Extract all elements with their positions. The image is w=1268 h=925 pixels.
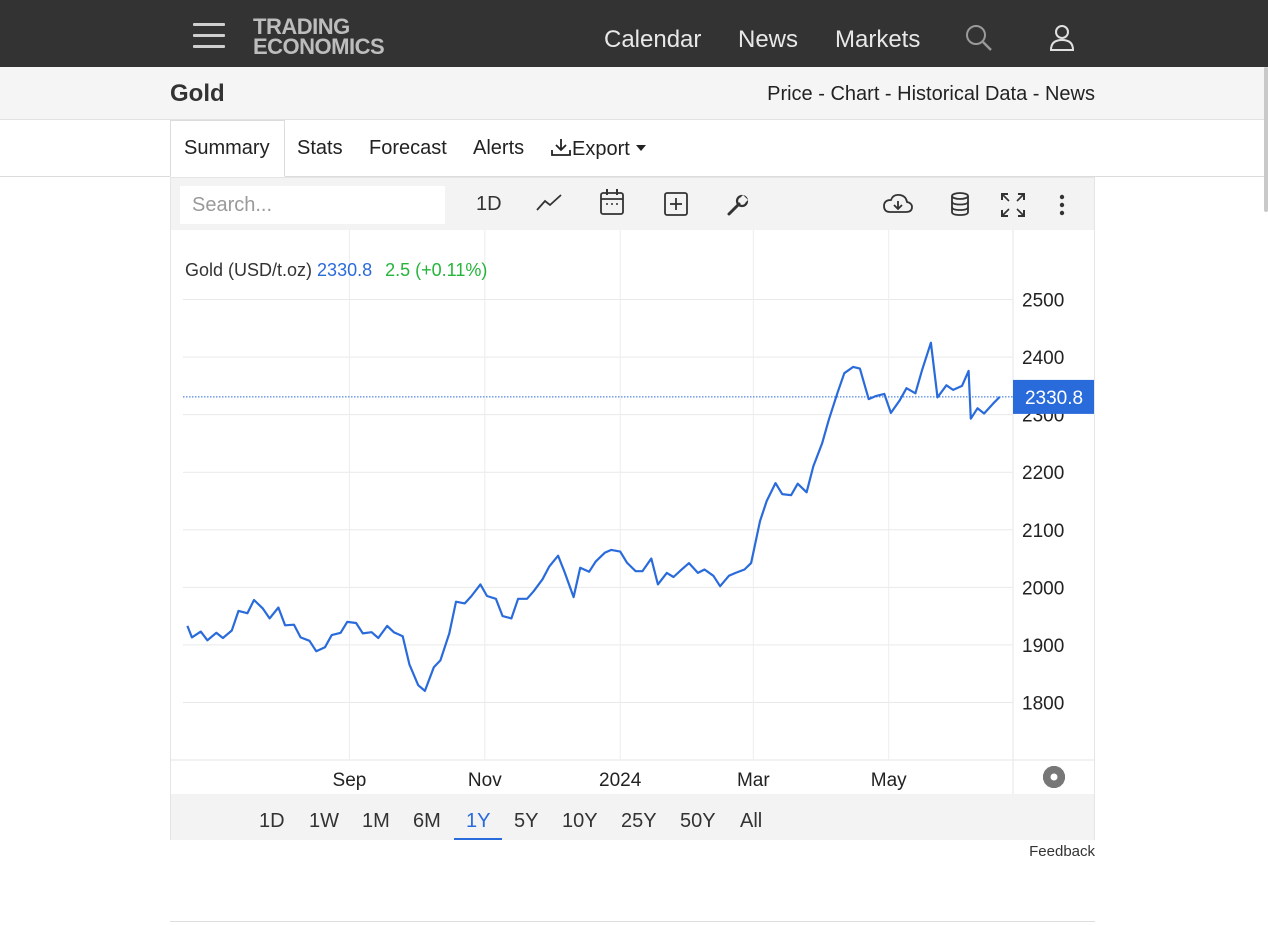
chart-legend: Gold (USD/t.oz) 2330.8 2.5 (+0.11%)	[185, 260, 487, 281]
separator: -	[812, 83, 831, 105]
range-selector: 1D 1W 1M 6M 1Y 5Y 10Y 25Y 50Y All	[171, 794, 1094, 840]
search-input[interactable]	[180, 186, 445, 224]
y-tick-label: 2100	[1022, 521, 1064, 542]
separator: -	[879, 83, 898, 105]
add-indicator-icon[interactable]	[663, 191, 689, 217]
range-button-1w[interactable]: 1W	[309, 810, 339, 832]
last-value-label: 2330.8	[1025, 388, 1083, 409]
tab-export-label: Export	[572, 138, 630, 160]
scrollbar[interactable]	[1264, 67, 1268, 212]
logo-line1: TRADING	[253, 14, 350, 39]
tab-alerts[interactable]: Alerts	[473, 137, 525, 159]
tab-forecast[interactable]: Forecast	[369, 137, 447, 159]
legend-series-name: Gold (USD/t.oz)	[185, 260, 313, 280]
chart-toolbar: 1D	[171, 178, 1094, 230]
menu-icon[interactable]	[193, 23, 225, 49]
series-line-gold	[186, 341, 1001, 692]
range-button-25y[interactable]: 25Y	[621, 810, 657, 832]
divider	[170, 921, 1095, 922]
tab-export[interactable]: Export	[550, 137, 647, 161]
search-icon[interactable]	[963, 22, 993, 52]
range-button-10y[interactable]: 10Y	[562, 810, 598, 832]
tabs-row: Summary Stats Forecast Alerts Export	[0, 120, 1268, 177]
x-tick-label: May	[871, 770, 907, 791]
calendar-icon[interactable]	[599, 188, 625, 216]
feedback-link[interactable]: Feedback	[1029, 843, 1095, 860]
nav-markets[interactable]: Markets	[835, 26, 921, 53]
range-button-1m[interactable]: 1M	[362, 810, 390, 832]
y-tick-label: 1800	[1022, 693, 1064, 714]
chart-container: 1D	[170, 177, 1095, 840]
range-button-50y[interactable]: 50Y	[680, 810, 716, 832]
legend-change: 2.5 (+0.11%)	[385, 260, 488, 280]
link-news[interactable]: News	[1044, 83, 1095, 105]
sub-header: Gold Price - Chart - Historical Data - N…	[0, 67, 1268, 120]
x-tick-label: Sep	[333, 770, 367, 791]
logo[interactable]: TRADING ECONOMICS	[253, 14, 385, 59]
legend-price: 2330.8	[317, 260, 373, 280]
logo-line2: ECONOMICS	[253, 34, 385, 59]
link-historical-data[interactable]: Historical Data	[897, 83, 1028, 105]
y-tick-label: 1900	[1022, 636, 1064, 657]
active-range-underline	[454, 838, 502, 840]
y-tick-label: 2000	[1022, 578, 1064, 599]
x-tick-label: Mar	[737, 770, 770, 791]
range-button-1d[interactable]: 1D	[259, 810, 285, 832]
tab-summary[interactable]: Summary	[184, 137, 270, 159]
range-button-all[interactable]: All	[740, 810, 763, 832]
user-icon[interactable]	[1047, 22, 1077, 52]
page-title: Gold	[170, 80, 225, 107]
database-icon[interactable]	[949, 191, 971, 217]
caret-down-icon	[636, 145, 647, 151]
nav-calendar[interactable]: Calendar	[604, 26, 702, 53]
link-price[interactable]: Price	[767, 83, 813, 105]
nav-news[interactable]: News	[738, 26, 799, 53]
tab-stats[interactable]: Stats	[297, 137, 343, 159]
range-button-5y[interactable]: 5Y	[514, 810, 539, 832]
interval-button[interactable]: 1D	[476, 193, 502, 215]
range-button-6m[interactable]: 6M	[413, 810, 441, 832]
download-cloud-icon[interactable]	[882, 192, 914, 216]
tab-summary-box	[170, 120, 285, 177]
y-tick-label: 2200	[1022, 463, 1064, 484]
separator: -	[1027, 83, 1045, 105]
header-links: Price - Chart - Historical Data - News	[767, 83, 1095, 106]
line-chart-icon[interactable]	[535, 192, 563, 214]
more-vertical-icon[interactable]	[1057, 193, 1067, 219]
range-button-1y[interactable]: 1Y	[466, 810, 491, 832]
x-tick-label: Nov	[468, 770, 502, 791]
x-tick-label: 2024	[599, 770, 642, 791]
download-icon	[551, 139, 571, 156]
top-navbar: TRADING ECONOMICS Calendar News Markets	[0, 0, 1268, 67]
fullscreen-icon[interactable]	[1000, 192, 1026, 218]
last-value-tag	[1013, 379, 1094, 414]
y-tick-label: 2500	[1022, 291, 1064, 312]
wrench-icon[interactable]	[725, 192, 751, 218]
settings-icon[interactable]	[1042, 765, 1066, 789]
link-chart[interactable]: Chart	[830, 83, 880, 105]
y-tick-label: 2400	[1022, 348, 1064, 369]
